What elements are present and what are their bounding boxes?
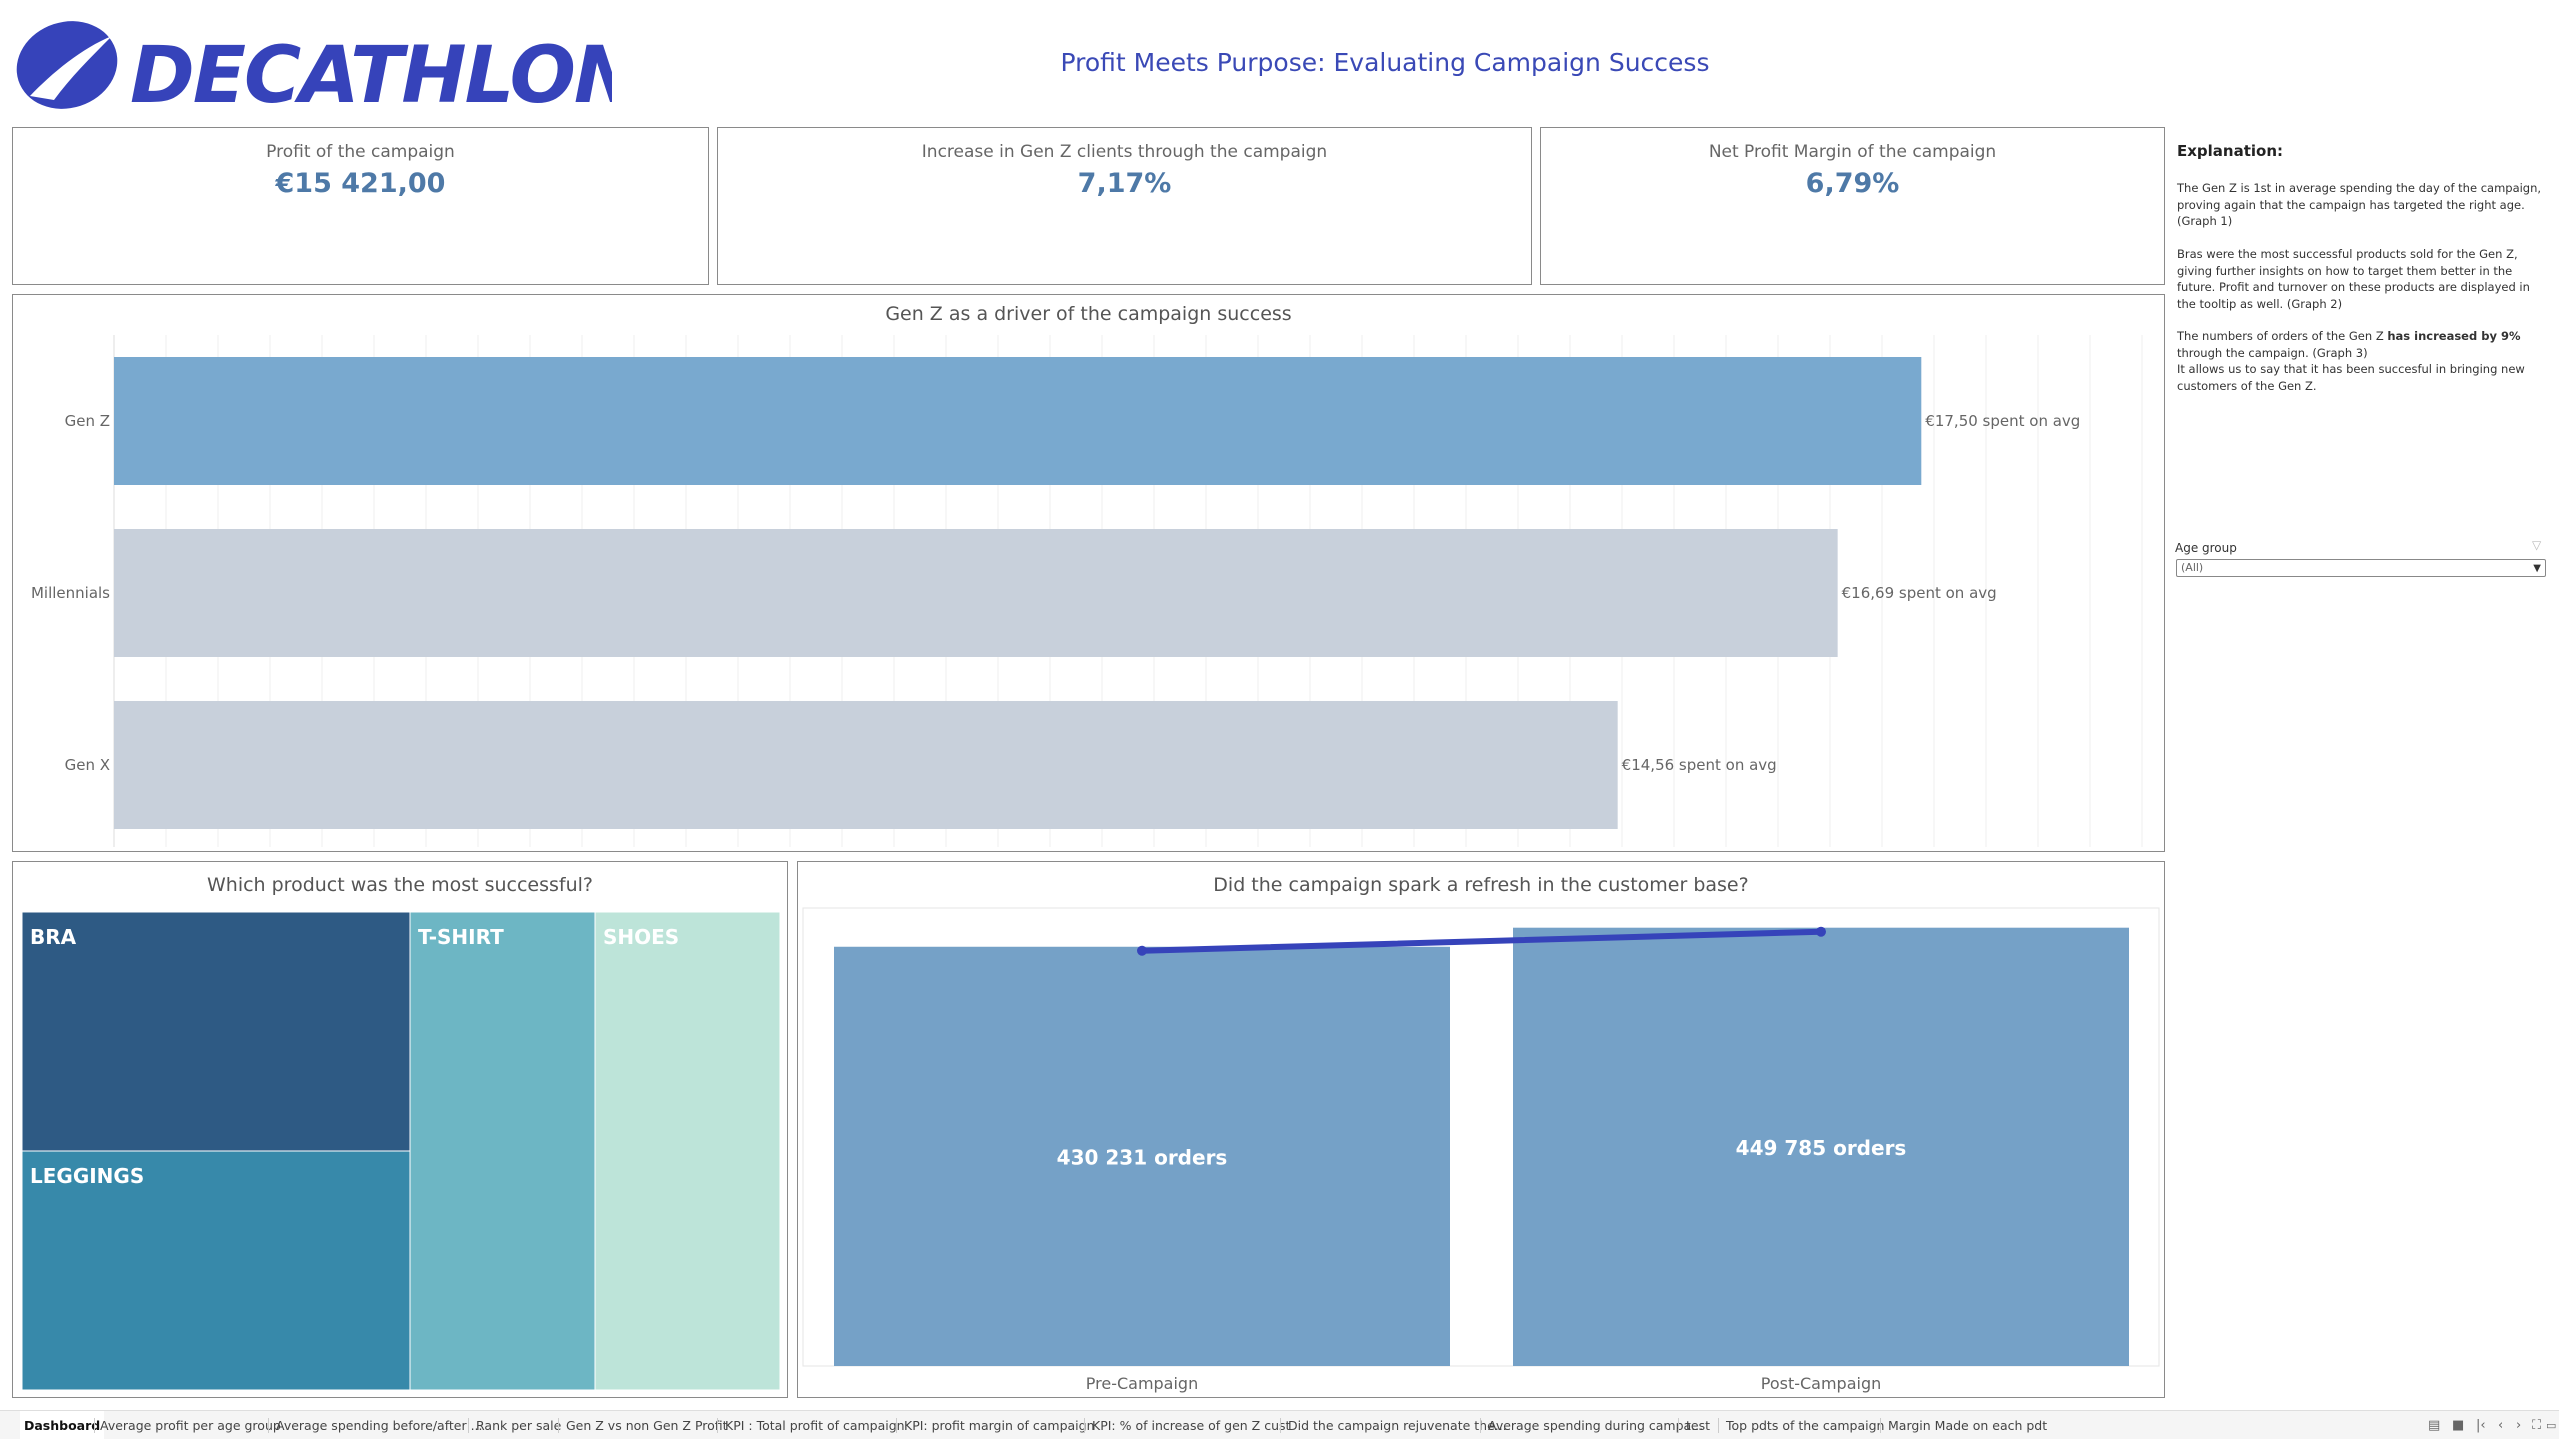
- explanation-text: through the campaign. (Graph 3): [2177, 346, 2368, 360]
- product-treemap: BRA LEGGINGS T-SHIRT SHOES: [13, 862, 787, 1397]
- bar-gen-x[interactable]: [114, 701, 1618, 829]
- category-label: Gen Z: [65, 412, 110, 430]
- decathlon-emblem-icon: [12, 18, 129, 113]
- tab-kpi-genz-increase[interactable]: KPI: % of increase of gen Z cust: [1092, 1411, 1290, 1439]
- treemap-cell-bra[interactable]: [22, 912, 410, 1151]
- brand-wordmark: DECATHLON: [130, 31, 612, 113]
- product-success-panel: Which product was the most successful? B…: [12, 861, 788, 1398]
- tab-kpi-profit-margin[interactable]: KPI: profit margin of campaign: [904, 1411, 1095, 1439]
- treemap-label-tshirt: T-SHIRT: [418, 925, 504, 949]
- tab-dashboard[interactable]: Dashboard: [20, 1411, 104, 1439]
- first-sheet-icon[interactable]: |‹: [2476, 1411, 2486, 1439]
- treemap-label-leggings: LEGGINGS: [30, 1164, 144, 1188]
- trend-point[interactable]: [1816, 927, 1826, 937]
- tab-margin-per-product[interactable]: Margin Made on each pdt: [1888, 1411, 2047, 1439]
- tab-rank-per-sale[interactable]: Rank per sale: [476, 1411, 561, 1439]
- data-label: €17,50 spent on avg: [1925, 412, 2080, 430]
- category-label: Millennials: [31, 584, 110, 602]
- category-label: Gen X: [65, 756, 110, 774]
- treemap-cell-shoes[interactable]: [595, 912, 780, 1390]
- explanation-graph2: Bras were the most successful products s…: [2177, 246, 2542, 312]
- orders-chart: 430 231 orders Pre-Campaign 449 785 orders…: [798, 862, 2164, 1397]
- next-sheet-icon[interactable]: ›: [2516, 1411, 2521, 1439]
- chevron-down-icon: ▼: [2533, 561, 2541, 577]
- sheet-tab-bar: Dashboard Average profit per age group A…: [0, 1410, 2559, 1439]
- previous-sheet-icon[interactable]: ‹: [2498, 1411, 2503, 1439]
- tab-campaign-rejuvenate[interactable]: Did the campaign rejuvenate the...: [1288, 1411, 1507, 1439]
- kpi-label: Net Profit Margin of the campaign: [1541, 142, 2164, 162]
- kpi-card-net-margin: Net Profit Margin of the campaign 6,79%: [1540, 127, 2165, 285]
- category-label: Pre-Campaign: [1086, 1374, 1198, 1393]
- fullscreen-icon[interactable]: ⛶: [2532, 1411, 2541, 1439]
- data-label: €14,56 spent on avg: [1622, 756, 1777, 774]
- decathlon-logo: DECATHLON: [12, 18, 612, 113]
- treemap-label-shoes: SHOES: [603, 925, 679, 949]
- explanation-conclusion: It allows us to say that it has been suc…: [2177, 361, 2542, 394]
- tab-average-spending-during[interactable]: Average spending during campa...: [1488, 1411, 1703, 1439]
- explanation-graph1: The Gen Z is 1st in average spending the…: [2177, 180, 2542, 230]
- grid-view-icon[interactable]: ▤: [2428, 1411, 2440, 1439]
- filmstrip-view-icon[interactable]: ■: [2452, 1411, 2464, 1439]
- explanation-highlight: has increased by 9%: [2387, 329, 2520, 343]
- category-label: Post-Campaign: [1761, 1374, 1882, 1393]
- data-label: 430 231 orders: [1057, 1145, 1228, 1169]
- kpi-card-profit: Profit of the campaign €15 421,00: [12, 127, 709, 285]
- bar-millennials[interactable]: [114, 529, 1838, 657]
- kpi-value: 7,17%: [718, 168, 1531, 199]
- tab-genz-vs-non-genz[interactable]: Gen Z vs non Gen Z Profit: [566, 1411, 728, 1439]
- age-group-filter-select[interactable]: (All) ▼: [2176, 559, 2546, 577]
- tab-average-profit[interactable]: Average profit per age group: [100, 1411, 281, 1439]
- data-label: €16,69 spent on avg: [1842, 584, 1997, 602]
- kpi-label: Increase in Gen Z clients through the ca…: [718, 142, 1531, 162]
- bar-gen-z[interactable]: [114, 357, 1921, 485]
- tab-top-products[interactable]: Top pdts of the campaign: [1726, 1411, 1884, 1439]
- data-label: 449 785 orders: [1736, 1136, 1907, 1160]
- genz-driver-panel: Gen Z as a driver of the campaign succes…: [12, 294, 2165, 852]
- explanation-title: Explanation:: [2177, 142, 2283, 160]
- tab-test[interactable]: test: [1686, 1411, 1710, 1439]
- presentation-icon[interactable]: ▭: [2546, 1411, 2556, 1439]
- kpi-value: 6,79%: [1541, 168, 2164, 199]
- trend-point[interactable]: [1137, 946, 1147, 956]
- genz-driver-chart: Gen Z €17,50 spent on avg Millennials €16,6…: [13, 295, 2164, 851]
- explanation-text: The numbers of orders of the Gen Z: [2177, 329, 2387, 343]
- treemap-cell-tshirt[interactable]: [410, 912, 595, 1390]
- dashboard-title: Profit Meets Purpose: Evaluating Campaig…: [620, 48, 2150, 77]
- filter-funnel-icon[interactable]: ▽: [2532, 538, 2541, 552]
- customer-refresh-panel: Did the campaign spark a refresh in the …: [797, 861, 2165, 1398]
- tab-kpi-total-profit[interactable]: KPI : Total profit of campaign: [725, 1411, 905, 1439]
- kpi-label: Profit of the campaign: [13, 142, 708, 162]
- age-group-filter-value: (All): [2181, 561, 2203, 574]
- kpi-card-genz-increase: Increase in Gen Z clients through the ca…: [717, 127, 1532, 285]
- age-group-filter-label: Age group: [2175, 541, 2237, 555]
- explanation-graph3: The numbers of orders of the Gen Z has i…: [2177, 328, 2542, 361]
- tab-average-spending-before-after[interactable]: Average spending before/after ...: [276, 1411, 483, 1439]
- kpi-value: €15 421,00: [13, 168, 708, 199]
- treemap-label-bra: BRA: [30, 925, 77, 949]
